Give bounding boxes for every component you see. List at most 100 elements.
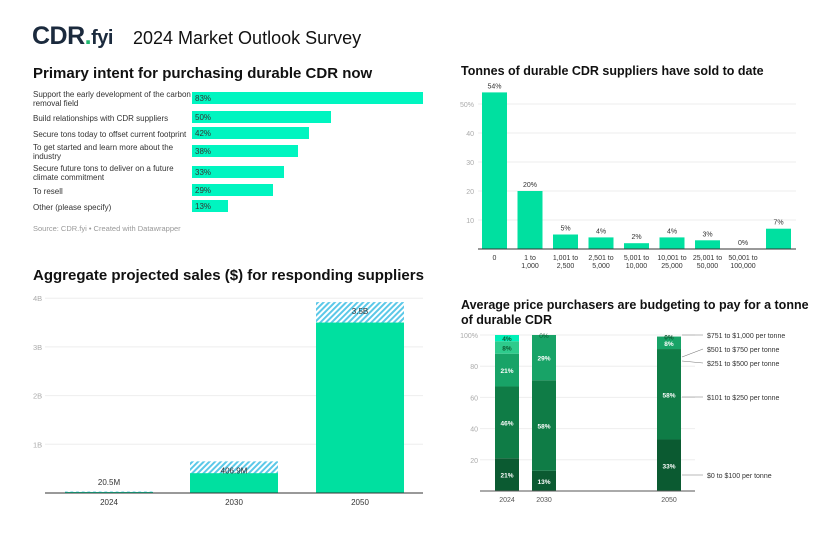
legend-leader-line: [681, 348, 704, 358]
tonnes-bar: [659, 237, 685, 249]
stack-segment: [495, 353, 519, 387]
x-tick-label: 2030: [225, 498, 243, 507]
tonnes-value-label: 54%: [487, 83, 501, 90]
sales-value-label: 3.5B: [352, 307, 368, 316]
segment-label: 46%: [500, 420, 513, 427]
tonnes-value-label: 20%: [523, 182, 537, 189]
tonnes-value-label: 4%: [667, 228, 677, 235]
intent-bar: [192, 111, 331, 123]
x-tick-label: 5,001 to: [624, 255, 649, 262]
tonnes-bar: [766, 228, 791, 249]
x-tick-label: 10,000: [626, 263, 648, 270]
intent-category-label: Build relationships with CDR suppliers: [33, 114, 169, 123]
sales-chart: 1B 2B 3B 4B 20.5M 2024 406.9M 2030 3.5B 2050: [33, 294, 423, 507]
segment-label: 33%: [662, 463, 675, 470]
price-chart-title: Average price purchasers are budgeting t…: [461, 298, 809, 327]
intent-bar: [192, 92, 423, 104]
stack-segment: [532, 335, 556, 381]
series-label: $101 to $250 per tonne: [707, 395, 780, 402]
y-tick-label: 80: [470, 364, 478, 371]
intent-bar: [192, 200, 229, 212]
sales-value-label: 20.5M: [98, 478, 121, 487]
sales-value-label: 406.9M: [221, 466, 248, 475]
x-tick-label: 2,501 to: [588, 255, 613, 262]
stack-segment: [495, 458, 519, 491]
legend-leader-line: [681, 360, 704, 364]
intent-bar: [192, 127, 309, 139]
intent-chart-title: Primary intent for purchasing durable CD…: [33, 65, 373, 82]
tonnes-bar: [517, 191, 543, 249]
sales-bar: [316, 322, 404, 493]
intent-value-label: 42%: [195, 129, 212, 138]
tonnes-bar: [482, 92, 507, 250]
segment-label: 29%: [537, 356, 550, 363]
intent-value-label: 29%: [195, 186, 212, 195]
sales-bar: [190, 473, 278, 493]
tonnes-bar: [553, 234, 578, 249]
segment-label: 58%: [662, 392, 675, 399]
y-tick-label: 20: [466, 189, 474, 196]
y-tick-label: 3B: [33, 343, 42, 352]
intent-category-label: To get started and learn more about the …: [33, 143, 174, 161]
page-title: 2024 Market Outlook Survey: [133, 28, 362, 48]
x-tick-label: 25,001 to: [693, 255, 722, 262]
series-label: $751 to $1,000 per tonne: [707, 333, 785, 340]
segment-label: 8%: [664, 341, 674, 348]
tonnes-value-label: 0%: [738, 240, 748, 247]
segment-label: 0%: [539, 333, 549, 340]
stack-segment: [495, 386, 519, 459]
tonnes-value-label: 2%: [631, 234, 641, 241]
y-tick-label: 40: [466, 131, 474, 138]
tonnes-bar: [624, 243, 649, 249]
stack-segment: [532, 380, 556, 471]
y-tick-label: 100%: [460, 333, 478, 340]
y-tick-label: 1B: [33, 440, 42, 449]
stack-segment: [657, 439, 681, 491]
segment-label: 58%: [537, 423, 550, 430]
series-label: $501 to $750 per tonne: [707, 347, 780, 354]
x-tick-label: 100,000: [730, 263, 755, 270]
segment-label: 21%: [500, 368, 513, 375]
x-tick-label: 2030: [536, 497, 552, 504]
x-tick-label: 2050: [661, 497, 677, 504]
stack-segment: [532, 470, 556, 491]
x-tick-label: 50,000: [697, 263, 719, 270]
y-tick-label: 2B: [33, 392, 42, 401]
y-tick-label: 20: [470, 458, 478, 465]
tonnes-value-label: 7%: [773, 220, 783, 227]
intent-value-label: 13%: [195, 202, 212, 211]
intent-value-label: 38%: [195, 147, 212, 156]
price-chart: 20 40 60 80 100% 21% 46% 21% 8% 4% 2024 13% 58% 29% 0%…: [460, 333, 785, 504]
x-tick-label: 1,000: [521, 263, 539, 270]
intent-value-label: 50%: [195, 113, 212, 122]
x-tick-label: 10,001 to: [657, 255, 686, 262]
stack-segment: [657, 349, 681, 440]
intent-category-label: Secure tons today to offset current foot…: [33, 130, 187, 139]
x-tick-label: 2024: [100, 498, 118, 507]
x-tick-label: 2,500: [557, 263, 575, 270]
intent-category-label: Other (please specify): [33, 203, 112, 212]
y-tick-label: 50%: [460, 102, 474, 109]
x-tick-label: 2024: [499, 497, 515, 504]
y-tick-label: 4B: [33, 294, 42, 303]
stack-segment: [495, 341, 519, 354]
x-tick-label: 2050: [351, 498, 369, 507]
tonnes-bar: [588, 237, 614, 249]
stack-segment: [495, 335, 519, 342]
stack-segment: [657, 336, 681, 350]
sales-chart-title: Aggregate projected sales ($) for respon…: [33, 267, 424, 284]
segment-label: 4%: [502, 336, 512, 343]
intent-category-label: To resell: [33, 187, 63, 196]
x-tick-label: 0: [493, 255, 497, 262]
source-note: Source: CDR.fyi • Created with Datawrapp…: [33, 224, 181, 233]
intent-value-label: 33%: [195, 168, 212, 177]
segment-label: 21%: [500, 473, 513, 480]
tonnes-value-label: 3%: [702, 231, 712, 238]
tonnes-chart-title: Tonnes of durable CDR suppliers have sol…: [461, 64, 764, 78]
x-tick-label: 50,001 to: [728, 255, 757, 262]
x-tick-label: 1 to: [524, 255, 536, 262]
intent-bar: [192, 145, 298, 157]
tonnes-value-label: 4%: [596, 228, 606, 235]
x-tick-label: 5,000: [592, 263, 610, 270]
